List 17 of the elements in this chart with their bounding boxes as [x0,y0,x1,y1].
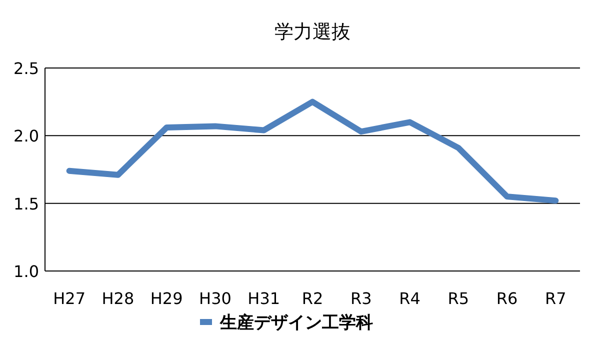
x-tick-label: H31 [248,289,280,308]
x-tick-label: R2 [302,289,324,308]
x-tick-label: H28 [102,289,134,308]
y-tick-label: 1.0 [14,262,39,281]
y-tick-label: 2.5 [14,59,39,78]
x-tick-label: R7 [545,289,566,308]
x-tick-label: R4 [399,289,420,308]
x-tick-label: H29 [150,289,183,308]
x-tick-label: R3 [350,289,372,308]
chart-title: 学力選抜 [274,21,350,43]
y-tick-label: 2.0 [14,126,39,146]
x-tick-label: H30 [199,289,232,308]
x-tick-label: R6 [496,289,518,308]
x-tick-label: H27 [53,289,86,308]
y-tick-label: 1.5 [14,194,39,214]
legend-label: 生産デザイン工学科 [219,313,373,333]
x-tick-label: R5 [448,289,470,308]
